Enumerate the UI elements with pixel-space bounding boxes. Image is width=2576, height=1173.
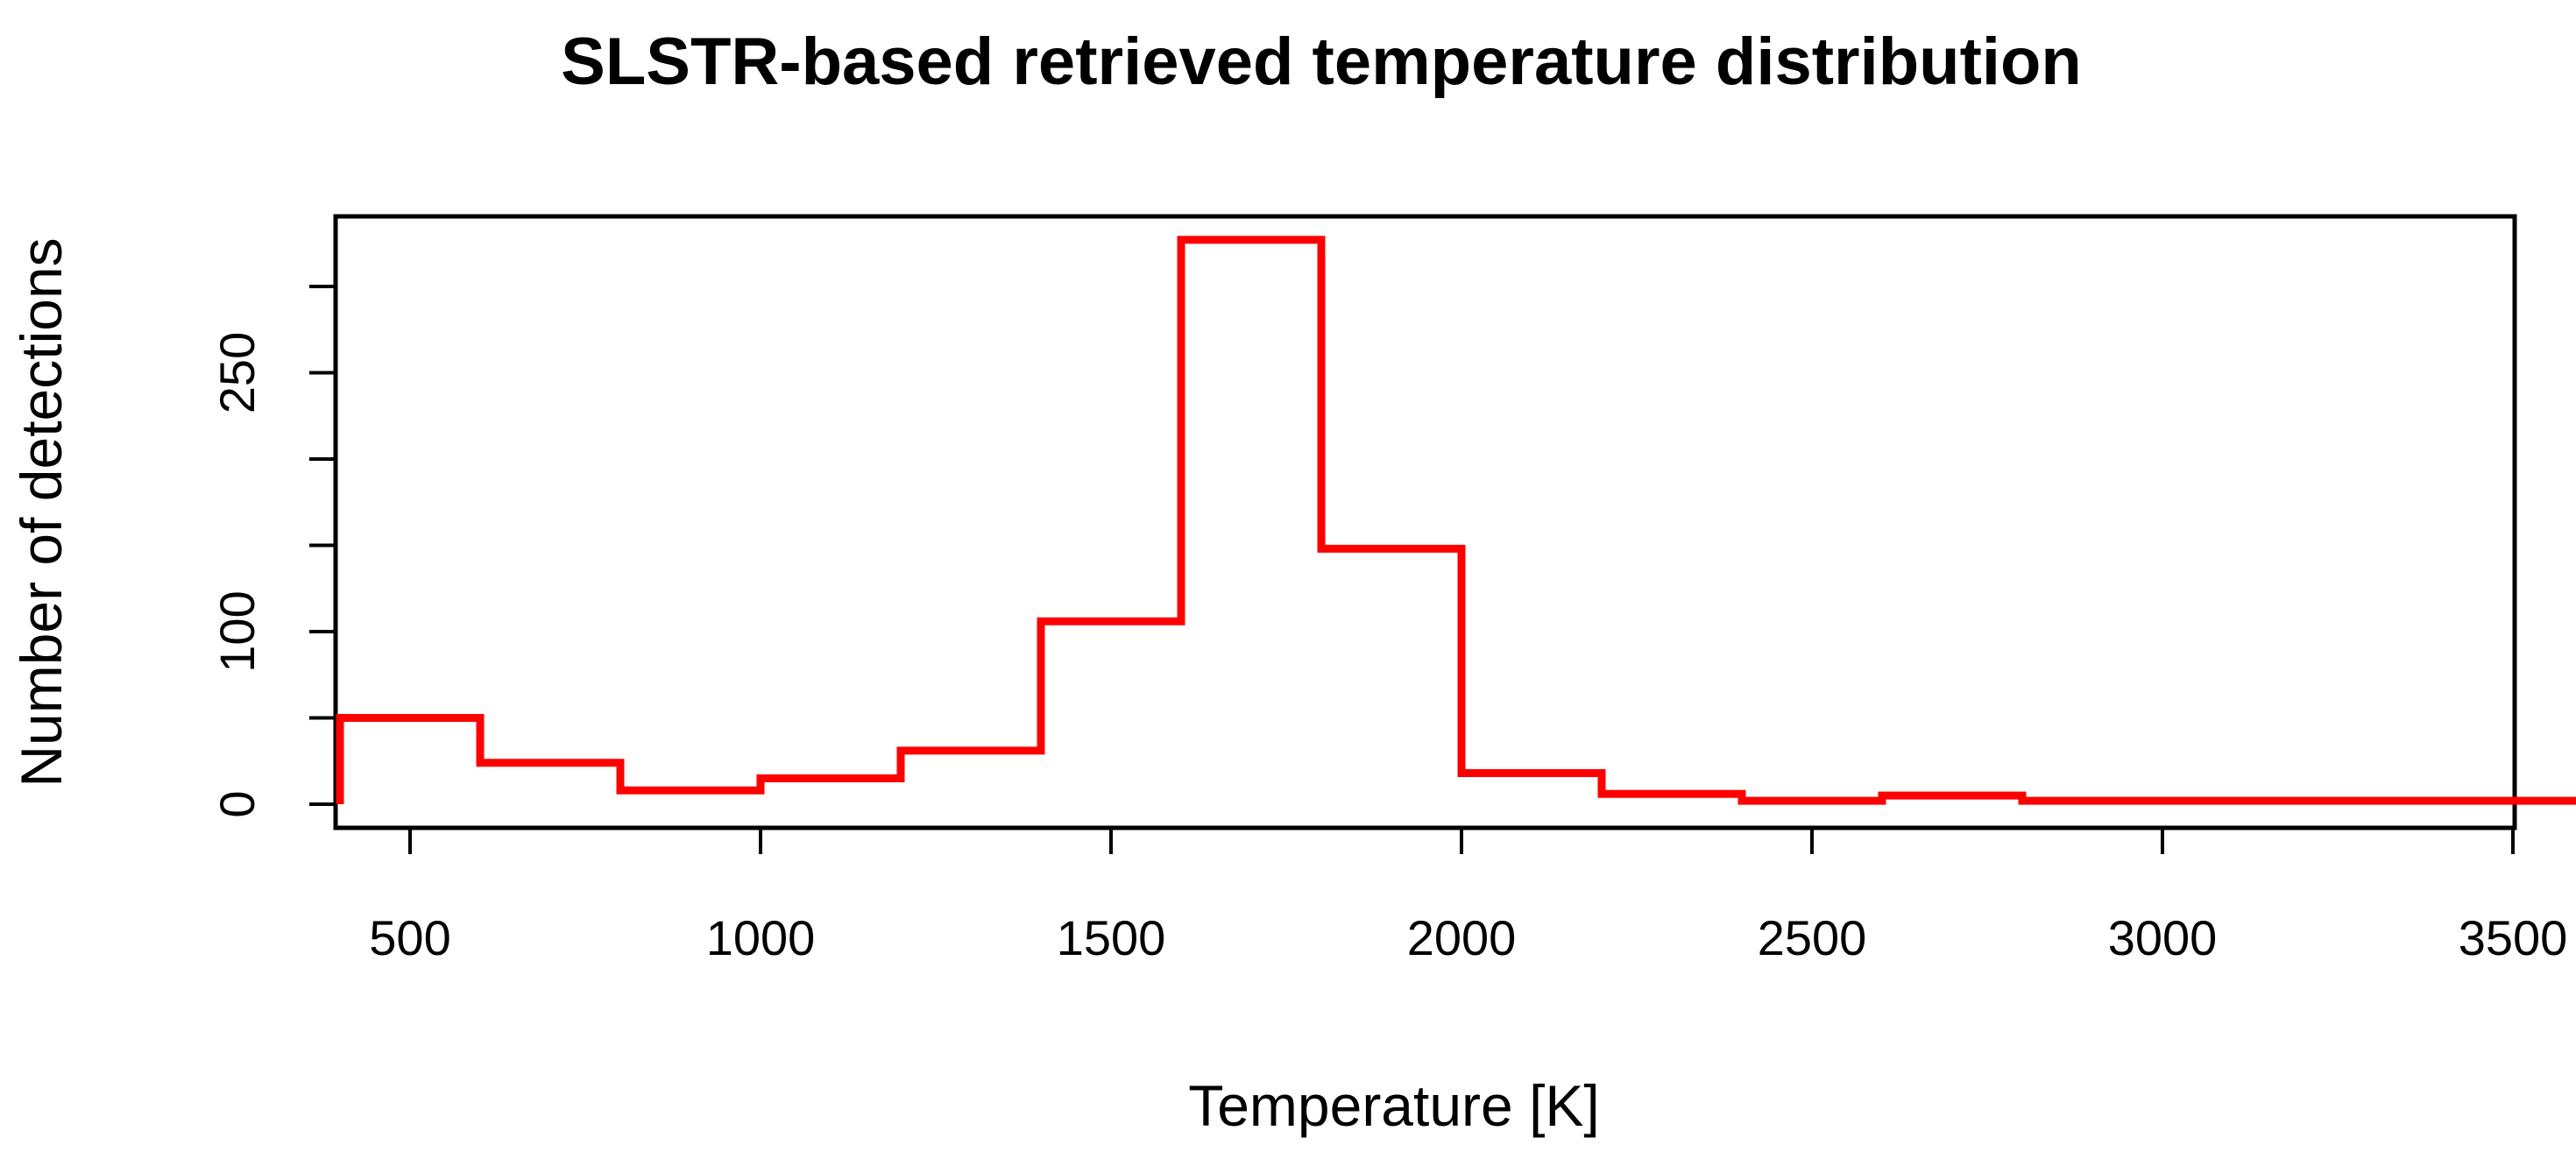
chart-title: SLSTR-based retrieved temperature distri…	[561, 25, 2082, 99]
plot-frame	[333, 214, 2517, 830]
y-tick-label: 100	[209, 590, 265, 672]
x-tick-label: 2000	[1407, 910, 1517, 965]
y-tick-label: 250	[209, 332, 265, 413]
y-tick-label: 0	[209, 790, 265, 817]
histogram-step-line	[336, 236, 2576, 805]
x-tick-label: 2500	[1758, 910, 1867, 965]
x-tick-label: 3500	[2459, 910, 2568, 965]
x-tick-label: 3000	[2108, 910, 2218, 965]
x-tick-label: 1000	[706, 910, 816, 965]
plot-area	[333, 214, 2576, 830]
x-axis: 500 1000 1500 2000 2500 3000 3500	[369, 828, 2567, 965]
x-tick-label: 1500	[1057, 910, 1166, 965]
x-tick-label: 500	[369, 910, 450, 965]
y-axis-label: Number of detections	[9, 237, 74, 787]
y-axis: 0 100 250	[209, 285, 336, 818]
x-axis-label: Temperature [K]	[1188, 1073, 1600, 1138]
